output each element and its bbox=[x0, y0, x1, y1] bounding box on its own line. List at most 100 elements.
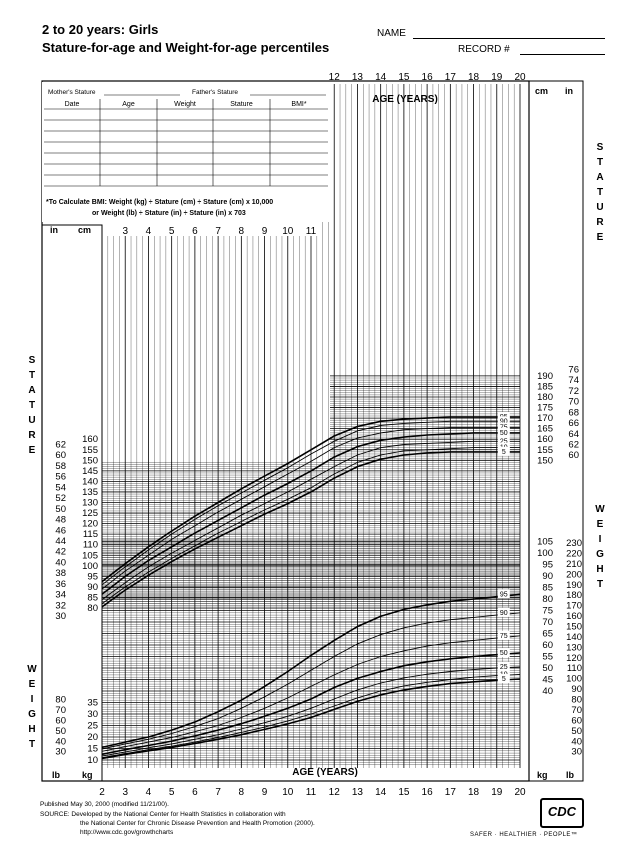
x-tick-bottom: 10 bbox=[282, 787, 294, 798]
name-label: NAME bbox=[377, 28, 406, 39]
chart-title-line2: Stature-for-age and Weight-for-age perce… bbox=[42, 40, 330, 55]
weight-lb-tick-right: 140 bbox=[566, 632, 582, 643]
bmi-note-line2: or Weight (lb) ÷ Stature (in) ÷ Stature … bbox=[92, 210, 246, 217]
weight-kg-tick-right: 80 bbox=[542, 594, 553, 605]
stature-in-tick-left: 58 bbox=[55, 461, 66, 472]
stature-p95-line bbox=[101, 416, 520, 583]
weight-kg-tick-right: 85 bbox=[542, 583, 553, 594]
bmi-note-line1: *To Calculate BMI: Weight (kg) ÷ Stature… bbox=[46, 199, 273, 206]
x-tick-bottom: 12 bbox=[329, 787, 341, 798]
x-tick-inner: 5 bbox=[169, 226, 175, 237]
weight-side-label-left: H bbox=[28, 724, 35, 735]
x-tick-inner: 11 bbox=[306, 226, 317, 237]
published-note: Published May 30, 2000 (modified 11/21/0… bbox=[40, 801, 169, 808]
weight-side-label-left: I bbox=[31, 694, 34, 705]
stature-p90-label: 90 bbox=[500, 418, 508, 425]
stature-cm-tick-right: 175 bbox=[537, 403, 553, 414]
x-tick-inner: 9 bbox=[262, 226, 268, 237]
stature-side-label-left: T bbox=[29, 400, 35, 411]
stature-side-label-right: U bbox=[596, 202, 603, 213]
weight-lb-tick-right: 180 bbox=[566, 590, 582, 601]
stature-cm-tick-right: 155 bbox=[537, 445, 553, 456]
weight-lb-tick-right: 210 bbox=[566, 559, 582, 570]
weight-lb-tick-right: 30 bbox=[571, 747, 582, 758]
weight-p10-label-bg bbox=[497, 669, 510, 679]
cdc-logo: CDC bbox=[540, 798, 584, 828]
chart-title-line1: 2 to 20 years: Girls bbox=[42, 22, 159, 37]
weight-p5-label: 5 bbox=[502, 676, 506, 683]
stature-side-label-left: E bbox=[29, 445, 36, 456]
source-url[interactable]: http://www.cdc.gov/growthcharts bbox=[80, 829, 174, 836]
stature-p50-line bbox=[101, 432, 520, 595]
stature-in-tick-left: 52 bbox=[55, 493, 66, 504]
x-tick-bottom: 6 bbox=[192, 787, 198, 798]
in-unit-left: in bbox=[50, 225, 58, 235]
mothers-stature-label: Mother's Stature bbox=[48, 89, 96, 96]
weight-p25-label-bg bbox=[497, 661, 510, 671]
x-tick-inner: 8 bbox=[239, 226, 245, 237]
stature-cm-tick-left: 85 bbox=[87, 592, 98, 603]
stature-p5-label: 5 bbox=[502, 449, 506, 456]
weight-side-label-left: T bbox=[29, 739, 35, 750]
stature-cm-tick-left: 140 bbox=[82, 476, 98, 487]
stature-in-tick-right: 74 bbox=[568, 375, 579, 386]
stature-cm-tick-right: 165 bbox=[537, 424, 553, 435]
weight-kg-tick-right: 40 bbox=[542, 686, 553, 697]
weight-lb-tick-right: 90 bbox=[571, 684, 582, 695]
stature-cm-tick-left: 115 bbox=[83, 529, 98, 540]
x-tick-inner: 10 bbox=[282, 226, 294, 237]
weight-lb-tick-right: 150 bbox=[566, 622, 582, 633]
stature-in-tick-right: 72 bbox=[568, 386, 579, 397]
cdc-tagline: SAFER · HEALTHIER · PEOPLE™ bbox=[470, 832, 578, 838]
stature-in-tick-left: 38 bbox=[55, 568, 66, 579]
stature-side-label-left: R bbox=[28, 430, 36, 441]
stature-in-tick-left: 42 bbox=[55, 547, 66, 558]
x-tick-bottom: 20 bbox=[514, 787, 526, 798]
weight-kg-tick-right: 70 bbox=[542, 617, 553, 628]
weight-p95-label-bg bbox=[497, 589, 510, 599]
stature-in-tick-left: 60 bbox=[55, 450, 66, 461]
weight-lb-tick-right: 120 bbox=[566, 653, 582, 664]
right-scale-frame bbox=[528, 80, 584, 782]
weight-p25-label: 25 bbox=[500, 664, 508, 671]
stature-cm-tick-left: 80 bbox=[87, 603, 98, 614]
x-tick-inner: 3 bbox=[122, 226, 128, 237]
weight-kg-tick-right: 55 bbox=[542, 652, 553, 663]
x-tick-bottom: 17 bbox=[445, 787, 457, 798]
record-col-header: Age bbox=[122, 101, 135, 108]
weight-kg-tick-left: 15 bbox=[87, 744, 98, 755]
record-col-header: Stature bbox=[230, 101, 253, 108]
stature-cm-tick-left: 120 bbox=[82, 519, 98, 530]
stature-in-tick-right: 68 bbox=[568, 407, 579, 418]
stature-side-label-right: E bbox=[597, 232, 604, 243]
x-tick-bottom: 14 bbox=[375, 787, 387, 798]
weight-lb-tick-left: 60 bbox=[55, 715, 66, 726]
weight-p5-label-bg bbox=[497, 674, 510, 684]
lb-unit-left: lb bbox=[52, 770, 61, 780]
weight-kg-tick-left: 25 bbox=[87, 721, 98, 732]
weight-side-label-left: W bbox=[27, 664, 37, 675]
stature-cm-tick-right: 150 bbox=[537, 455, 553, 466]
record-label: RECORD # bbox=[458, 44, 510, 55]
stature-p25-label-bg bbox=[497, 436, 510, 446]
weight-side-label-left: G bbox=[28, 709, 36, 720]
weight-lb-tick-left: 70 bbox=[55, 705, 66, 716]
stature-cm-tick-left: 150 bbox=[82, 455, 98, 466]
weight-lb-tick-right: 130 bbox=[566, 642, 582, 653]
record-table-bg bbox=[42, 82, 330, 222]
x-tick-top: 13 bbox=[352, 72, 364, 83]
stature-cm-tick-left: 105 bbox=[82, 550, 98, 561]
record-field[interactable] bbox=[520, 54, 605, 55]
weight-lb-tick-right: 80 bbox=[571, 695, 582, 706]
name-field[interactable] bbox=[413, 38, 605, 39]
stature-in-tick-right: 76 bbox=[568, 364, 579, 375]
stature-cm-tick-left: 145 bbox=[82, 466, 98, 477]
weight-p25-line bbox=[101, 666, 521, 757]
weight-p75-label: 75 bbox=[500, 633, 508, 640]
stature-side-label-left: S bbox=[29, 355, 36, 366]
stature-in-tick-right: 70 bbox=[568, 397, 579, 408]
stature-cm-tick-right: 160 bbox=[537, 434, 553, 445]
weight-side-label-right: T bbox=[597, 579, 603, 590]
stature-in-tick-left: 46 bbox=[55, 525, 66, 536]
